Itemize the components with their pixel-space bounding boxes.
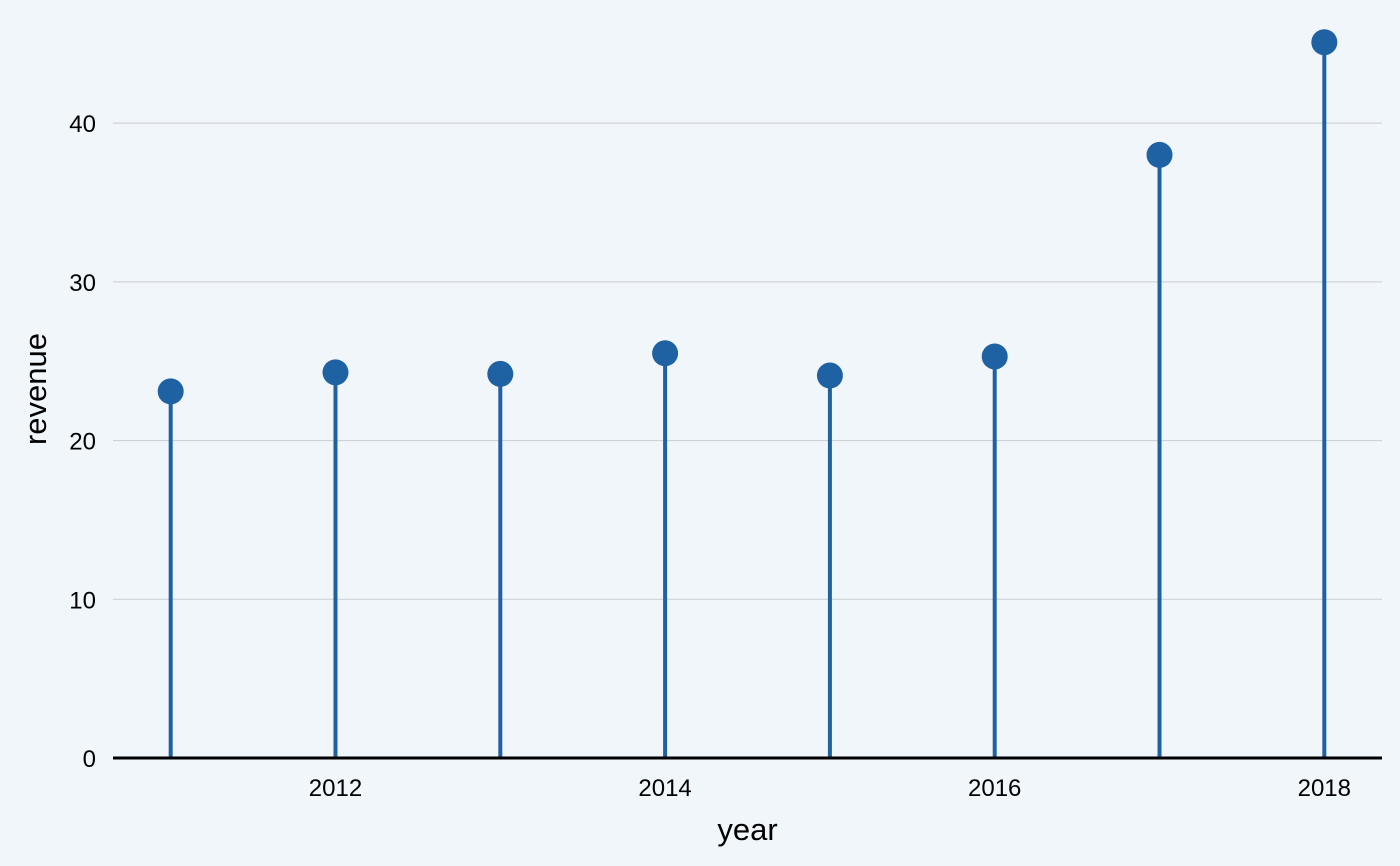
y-tick-label: 0 [83,746,96,773]
y-tick-label: 20 [69,429,96,456]
lollipop-dots [157,29,1338,405]
x-tick-label: 2012 [309,775,362,802]
gridlines [113,122,1382,600]
x-tick-label: 2018 [1298,775,1351,802]
lollipop-stems [168,42,1327,758]
lollipop-dot [322,359,349,386]
lollipop-dot [816,362,843,389]
lollipop-dot [157,378,184,405]
x-tick-label: 2016 [968,775,1021,802]
y-axis-ticks: 0 10 20 30 40 [69,111,96,773]
x-axis-ticks: 2012 2014 2016 2018 [309,775,1351,802]
y-axis-title: revenue [18,333,53,445]
x-axis-title: year [717,812,777,847]
lollipop-dot [981,343,1008,370]
y-tick-label: 40 [69,111,96,138]
y-tick-label: 30 [69,270,96,297]
lollipop-dot [487,360,514,387]
y-tick-label: 10 [69,587,96,614]
lollipop-dot [652,340,679,367]
lollipop-dot [1311,29,1338,56]
lollipop-dot [1146,141,1173,168]
x-tick-label: 2014 [638,775,691,802]
